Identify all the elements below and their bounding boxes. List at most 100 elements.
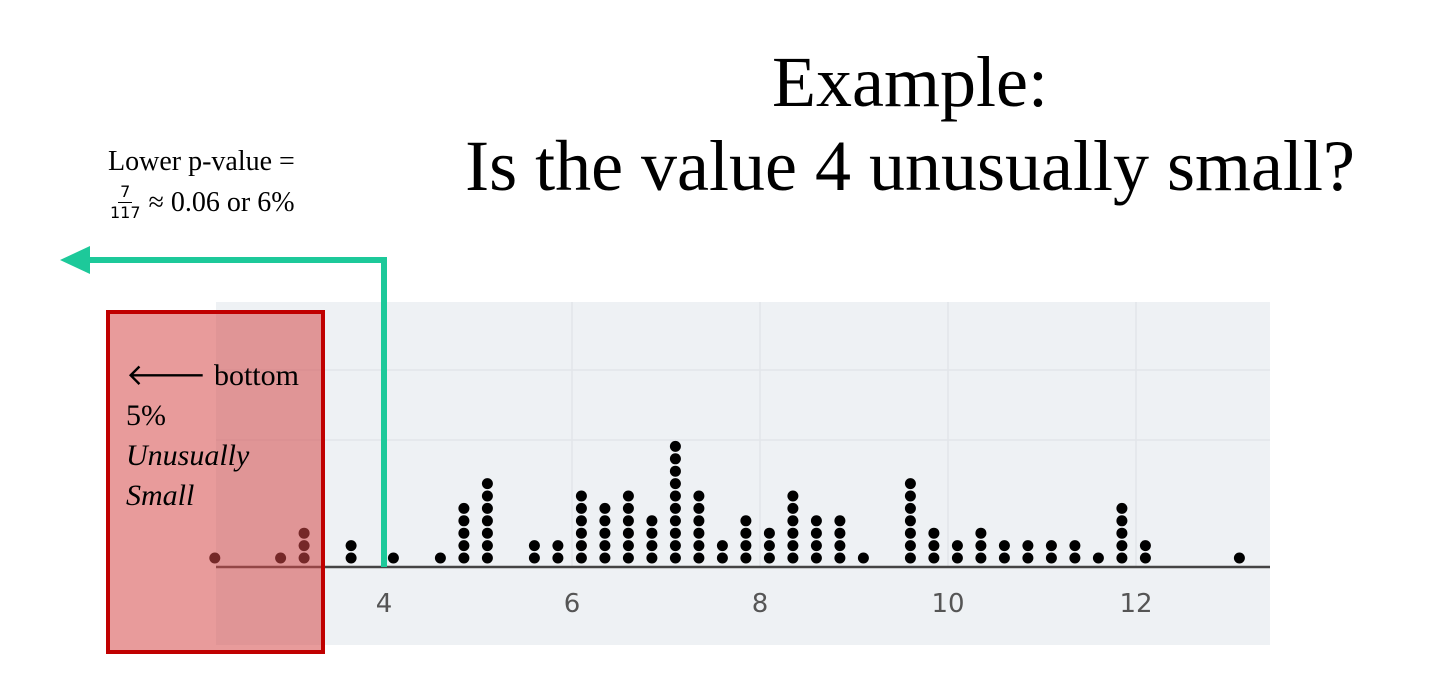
left-arrow-icon: 🡐 — [126, 359, 207, 392]
data-dot — [669, 453, 681, 465]
data-dot — [904, 552, 916, 564]
data-dot — [1116, 527, 1128, 539]
data-dot — [787, 552, 799, 564]
data-dot — [345, 552, 357, 564]
data-dot — [1022, 540, 1034, 552]
data-dot — [552, 552, 564, 564]
data-dot — [787, 540, 799, 552]
data-dot — [669, 527, 681, 539]
data-dot — [716, 552, 728, 564]
data-dot — [575, 490, 587, 502]
data-dot — [646, 527, 658, 539]
data-dot — [740, 552, 752, 564]
data-dot — [622, 502, 634, 514]
data-dot — [763, 540, 775, 552]
data-dot — [904, 490, 916, 502]
data-dot — [481, 552, 493, 564]
data-dot — [928, 552, 940, 564]
data-dot — [1069, 552, 1081, 564]
data-dot — [834, 515, 846, 527]
data-dot — [1116, 540, 1128, 552]
data-dot — [1116, 502, 1128, 514]
data-dot — [669, 465, 681, 477]
data-dot — [998, 540, 1010, 552]
data-dot — [552, 540, 564, 552]
data-dot — [622, 515, 634, 527]
data-dot — [669, 478, 681, 490]
fraction-numerator: 7 — [118, 182, 133, 203]
data-dot — [481, 502, 493, 514]
data-dot — [669, 540, 681, 552]
data-dot — [481, 515, 493, 527]
data-dot — [528, 552, 540, 564]
data-dot — [834, 552, 846, 564]
region-label: 🡐 bottom 5% Unusually Small — [126, 356, 299, 516]
p-value-equation: 7 117 ≈ 0.06 or 6% — [108, 182, 295, 223]
data-dot — [622, 527, 634, 539]
data-dot — [575, 552, 587, 564]
data-dot — [693, 540, 705, 552]
data-dot — [740, 540, 752, 552]
arrow-head-icon — [60, 246, 90, 274]
data-dot — [904, 540, 916, 552]
region-label-line-4: Small — [126, 479, 195, 512]
data-dot — [458, 515, 470, 527]
data-dot — [669, 552, 681, 564]
data-dot — [646, 540, 658, 552]
p-value-label: Lower p-value = — [108, 146, 295, 177]
p-value-fraction: 7 117 — [108, 182, 143, 223]
data-dot — [481, 540, 493, 552]
data-dot — [622, 490, 634, 502]
x-tick-label: 12 — [1119, 589, 1152, 619]
plot-background — [216, 302, 1270, 645]
data-dot — [1139, 540, 1151, 552]
data-dot — [575, 540, 587, 552]
data-dot — [481, 478, 493, 490]
data-dot — [646, 515, 658, 527]
p-value-arrow — [60, 246, 387, 567]
data-dot — [599, 527, 611, 539]
slide-title: Example: Is the value 4 unusually small? — [410, 40, 1410, 208]
x-tick-label: 4 — [376, 589, 393, 619]
data-dot — [716, 540, 728, 552]
data-dot — [481, 490, 493, 502]
data-dot — [928, 540, 940, 552]
data-dot — [951, 552, 963, 564]
title-line-2: Is the value 4 unusually small? — [465, 126, 1355, 206]
data-dot — [1116, 552, 1128, 564]
data-dot — [693, 527, 705, 539]
data-dots — [209, 440, 1245, 564]
data-dot — [810, 540, 822, 552]
data-dot — [599, 552, 611, 564]
data-dot — [458, 552, 470, 564]
data-dot — [834, 540, 846, 552]
data-dot — [669, 490, 681, 502]
data-dot — [1233, 552, 1245, 564]
data-dot — [857, 552, 869, 564]
data-dot — [975, 527, 987, 539]
data-dot — [975, 540, 987, 552]
data-dot — [787, 527, 799, 539]
data-dot — [622, 540, 634, 552]
x-tick-label: 10 — [931, 589, 964, 619]
data-dot — [951, 540, 963, 552]
data-dot — [669, 440, 681, 452]
data-dot — [1116, 515, 1128, 527]
region-label-line-3: Unusually — [126, 439, 250, 472]
data-dot — [458, 527, 470, 539]
data-dot — [693, 502, 705, 514]
bottom-5-percent-region — [106, 310, 325, 654]
title-line-1: Example: — [772, 42, 1048, 122]
data-dot — [575, 502, 587, 514]
data-dot — [787, 515, 799, 527]
p-value-result: ≈ 0.06 or 6% — [148, 186, 295, 218]
data-dot — [904, 527, 916, 539]
data-dot — [810, 552, 822, 564]
data-dot — [622, 552, 634, 564]
data-dot — [1139, 552, 1151, 564]
x-tick-label: 6 — [564, 589, 581, 619]
region-label-line-1: 🡐 bottom — [126, 359, 299, 392]
data-dot — [599, 515, 611, 527]
data-dot — [1045, 552, 1057, 564]
